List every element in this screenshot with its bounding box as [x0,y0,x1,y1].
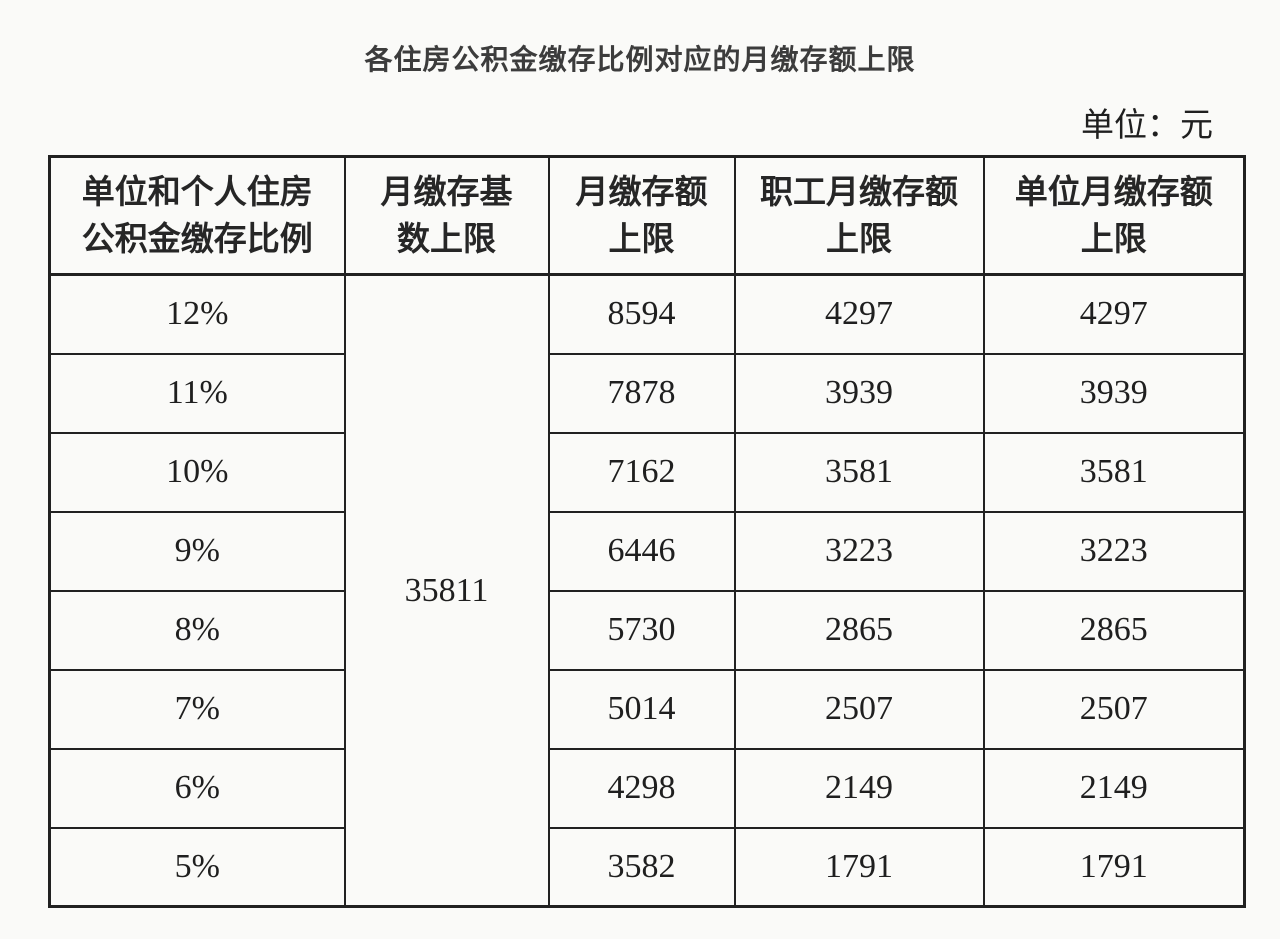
table-row: 10% 7162 3581 3581 [48,431,1246,513]
cell-employer-cap: 2507 [982,668,1246,750]
cell-base-cap-merged: 35811 [343,273,550,908]
cell-employee-cap: 1791 [733,826,985,908]
col-header-employee-cap: 职工月缴存额 上限 [733,155,985,276]
cell-employee-cap: 4297 [733,273,985,355]
table-row: 8% 5730 2865 2865 [48,589,1246,671]
col-header-monthly-cap: 月缴存额 上限 [547,155,736,276]
cell-monthly-cap: 3582 [547,826,736,908]
col-header-contribution-rate: 单位和个人住房 公积金缴存比例 [48,155,346,276]
cell-employee-cap: 2865 [733,589,985,671]
cell-employer-cap: 3939 [982,352,1246,434]
cell-rate: 12% [48,273,346,355]
table-row: 9% 6446 3223 3223 [48,510,1246,592]
table-header: 单位和个人住房 公积金缴存比例 月缴存基 数上限 月缴存额 上限 职工月缴存额 … [48,155,1246,276]
cell-monthly-cap: 7162 [547,431,736,513]
cell-employee-cap: 2149 [733,747,985,829]
cell-employer-cap: 3581 [982,431,1246,513]
cell-employee-cap: 3223 [733,510,985,592]
table-row: 5% 3582 1791 1791 [48,826,1246,908]
cell-employer-cap: 2865 [982,589,1246,671]
cell-monthly-cap: 8594 [547,273,736,355]
cell-monthly-cap: 6446 [547,510,736,592]
cell-employer-cap: 1791 [982,826,1246,908]
cell-rate: 6% [48,747,346,829]
cell-monthly-cap: 5014 [547,668,736,750]
cell-monthly-cap: 5730 [547,589,736,671]
unit-label: 单位：元 [1081,108,1213,144]
col-header-employer-cap: 单位月缴存额 上限 [982,155,1246,276]
cell-rate: 10% [48,431,346,513]
contribution-limits-table: 单位和个人住房 公积金缴存比例 月缴存基 数上限 月缴存额 上限 职工月缴存额 … [48,155,1246,908]
table-row: 6% 4298 2149 2149 [48,747,1246,829]
cell-employer-cap: 3223 [982,510,1246,592]
table-row: 11% 7878 3939 3939 [48,352,1246,434]
cell-rate: 5% [48,826,346,908]
table-body: 12% 35811 8594 4297 4297 11% 7878 3939 3… [48,273,1246,908]
table-row: 7% 5014 2507 2507 [48,668,1246,750]
cell-employer-cap: 2149 [982,747,1246,829]
col-header-base-cap: 月缴存基 数上限 [343,155,550,276]
cell-employer-cap: 4297 [982,273,1246,355]
cell-rate: 8% [48,589,346,671]
cell-monthly-cap: 4298 [547,747,736,829]
page-title: 各住房公积金缴存比例对应的月缴存额上限 [364,44,916,75]
cell-rate: 9% [48,510,346,592]
cell-employee-cap: 3581 [733,431,985,513]
cell-rate: 7% [48,668,346,750]
cell-rate: 11% [48,352,346,434]
header-row: 单位和个人住房 公积金缴存比例 月缴存基 数上限 月缴存额 上限 职工月缴存额 … [48,155,1246,276]
cell-employee-cap: 2507 [733,668,985,750]
cell-monthly-cap: 7878 [547,352,736,434]
cell-employee-cap: 3939 [733,352,985,434]
table-row: 12% 35811 8594 4297 4297 [48,273,1246,908]
